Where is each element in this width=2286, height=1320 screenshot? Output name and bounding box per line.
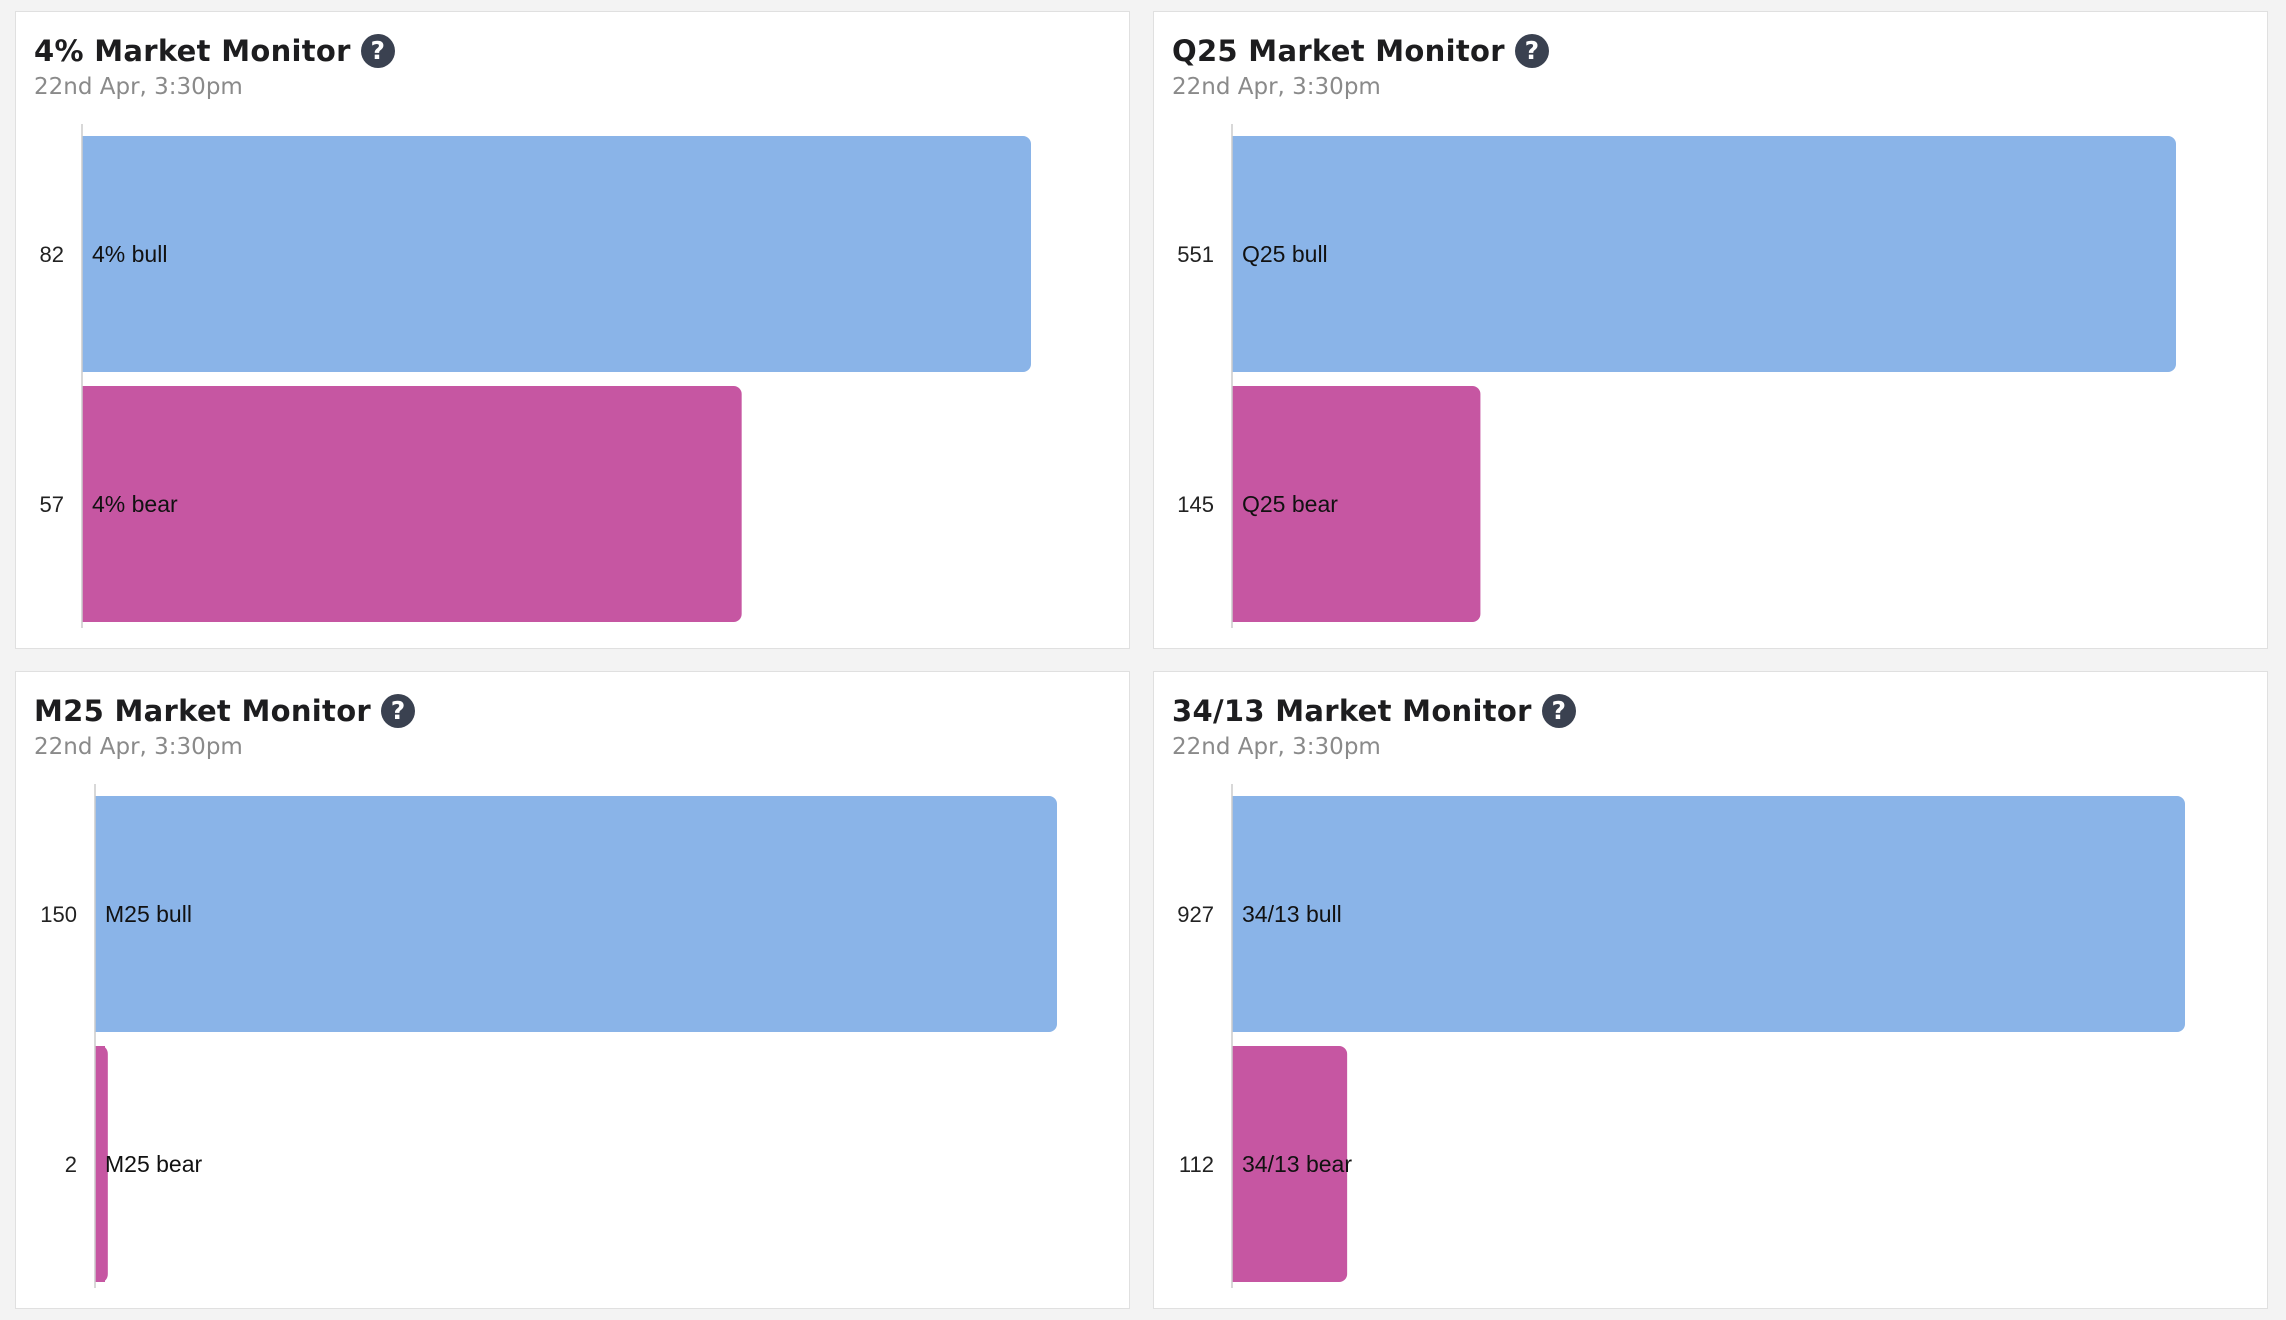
bull-bar[interactable] [82, 136, 1031, 372]
bar-left-edge [1232, 1046, 1242, 1282]
bar-left-edge [1232, 386, 1242, 622]
bear-bar[interactable] [82, 386, 742, 622]
panel-timestamp: 22nd Apr, 3:30pm [1172, 74, 1381, 100]
question-mark-icon[interactable]: ? [360, 34, 395, 68]
bull-bar[interactable] [95, 796, 1057, 1032]
panel-title: M25 Market Monitor [34, 694, 372, 728]
title-row: 4% Market Monitor ? [34, 34, 1111, 68]
bar-left-edge [1232, 796, 1242, 1032]
bar-left-edge [82, 136, 92, 372]
category-label: M25 bull [105, 901, 192, 927]
title-row: M25 Market Monitor ? [34, 694, 1111, 728]
category-label: Q25 bear [1242, 491, 1338, 517]
value-tick-label: 82 [40, 242, 64, 267]
question-mark-icon[interactable]: ? [1541, 694, 1576, 728]
bar-left-edge [1232, 136, 1242, 372]
chart-svg: 551 Q25 bull 145 Q25 bear [1177, 124, 2176, 628]
value-tick-label: 551 [1177, 242, 1214, 267]
title-row: Q25 Market Monitor ? [1172, 34, 2249, 68]
bar-left-edge [82, 386, 92, 622]
bar-left-edge [95, 1046, 105, 1282]
bull-bar[interactable] [1232, 136, 2176, 372]
chart-svg: 150 M25 bull 2 M25 bear [40, 784, 1057, 1288]
panel-header: 34/13 Market Monitor ? 22nd Apr, 3:30pm [1172, 694, 2249, 760]
bar-chart: 551 Q25 bull 145 Q25 bear [1154, 124, 2267, 636]
category-label: 4% bull [92, 241, 167, 267]
chart-svg: 927 34/13 bull 112 34/13 bear [1177, 784, 2185, 1288]
category-label: 34/13 bear [1242, 1151, 1352, 1177]
market-monitor-panel-q25: Q25 Market Monitor ? 22nd Apr, 3:30pm 55… [1153, 11, 2268, 649]
chart-svg: 82 4% bull 57 4% bear [40, 124, 1031, 628]
market-monitor-panel-34-13: 34/13 Market Monitor ? 22nd Apr, 3:30pm … [1153, 671, 2268, 1309]
value-tick-label: 145 [1177, 492, 1214, 517]
question-mark-icon[interactable]: ? [1514, 34, 1549, 68]
bear-bar[interactable] [1232, 1046, 1348, 1282]
category-label: Q25 bull [1242, 241, 1328, 267]
panel-timestamp: 22nd Apr, 3:30pm [34, 74, 243, 100]
question-mark-icon[interactable]: ? [381, 694, 416, 728]
value-tick-label: 57 [40, 492, 64, 517]
value-tick-label: 2 [65, 1152, 77, 1177]
panel-header: M25 Market Monitor ? 22nd Apr, 3:30pm [34, 694, 1111, 760]
panel-header: Q25 Market Monitor ? 22nd Apr, 3:30pm [1172, 34, 2249, 100]
panel-title: 4% Market Monitor [34, 34, 351, 68]
value-tick-label: 112 [1179, 1152, 1214, 1177]
bar-chart: 82 4% bull 57 4% bear [16, 124, 1129, 636]
category-label: 4% bear [92, 491, 178, 517]
panel-header: 4% Market Monitor ? 22nd Apr, 3:30pm [34, 34, 1111, 100]
market-monitor-panel-4pct: 4% Market Monitor ? 22nd Apr, 3:30pm 82 4… [15, 11, 1130, 649]
panel-title: Q25 Market Monitor [1172, 34, 1505, 68]
bar-chart: 150 M25 bull 2 M25 bear [16, 784, 1129, 1296]
value-tick-label: 927 [1177, 902, 1214, 927]
value-tick-label: 150 [40, 902, 77, 927]
bar-chart: 927 34/13 bull 112 34/13 bear [1154, 784, 2267, 1296]
bull-bar[interactable] [1232, 796, 2185, 1032]
panel-timestamp: 22nd Apr, 3:30pm [1172, 734, 1381, 760]
bar-left-edge [95, 796, 105, 1032]
panel-timestamp: 22nd Apr, 3:30pm [34, 734, 243, 760]
category-label: 34/13 bull [1242, 901, 1342, 927]
title-row: 34/13 Market Monitor ? [1172, 694, 2249, 728]
bear-bar[interactable] [1232, 386, 1481, 622]
panel-title: 34/13 Market Monitor [1172, 694, 1532, 728]
category-label: M25 bear [105, 1151, 203, 1177]
market-monitor-panel-m25: M25 Market Monitor ? 22nd Apr, 3:30pm 15… [15, 671, 1130, 1309]
